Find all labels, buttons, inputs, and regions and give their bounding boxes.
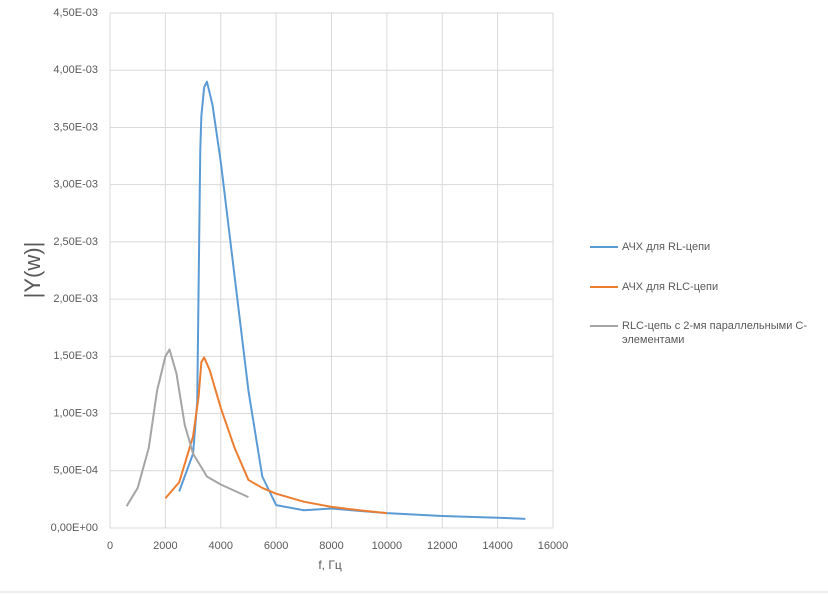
x-tick-label: 16000 [538, 540, 569, 552]
series-line [164, 356, 387, 515]
y-tick-label: 4,00E-03 [53, 64, 98, 76]
x-tick-label: 4000 [209, 540, 233, 552]
y-tick-label: 3,50E-03 [53, 121, 98, 133]
x-tick-label: 0 [107, 540, 113, 552]
y-tick-label: 3,00E-03 [53, 179, 98, 191]
legend-swatch [590, 286, 618, 288]
legend-swatch [590, 325, 618, 327]
y-tick-label: 0,00E+00 [51, 522, 98, 534]
series-line [178, 80, 526, 520]
legend-item: RLC-цепь с 2-мя параллельными C-элемента… [590, 319, 822, 347]
x-tick-label: 8000 [319, 540, 343, 552]
legend-swatch [590, 246, 618, 248]
x-axis-title: f, Гц [318, 558, 342, 572]
legend-item: АЧХ для RL-цепи [590, 240, 822, 254]
legend-item: АЧХ для RLC-цепи [590, 280, 822, 294]
legend-label: RLC-цепь с 2-мя параллельными C-элемента… [622, 320, 808, 346]
legend-label: АЧХ для RLC-цепи [622, 281, 719, 293]
y-axis-title: |Y(w)| [20, 242, 45, 299]
y-tick-label: 2,50E-03 [53, 236, 98, 248]
y-tick-label: 1,00E-03 [53, 407, 98, 419]
series-line [125, 348, 249, 507]
x-tick-label: 10000 [372, 540, 403, 552]
y-tick-label: 1,50E-03 [53, 350, 98, 362]
y-tick-label: 5,00E-04 [53, 465, 98, 477]
y-tick-label: 4,50E-03 [53, 7, 98, 19]
x-tick-label: 14000 [482, 540, 513, 552]
y-tick-label: 2,00E-03 [53, 293, 98, 305]
x-tick-label: 12000 [427, 540, 458, 552]
x-tick-label: 6000 [264, 540, 288, 552]
legend-label: АЧХ для RL-цепи [622, 241, 711, 253]
x-tick-label: 2000 [153, 540, 177, 552]
